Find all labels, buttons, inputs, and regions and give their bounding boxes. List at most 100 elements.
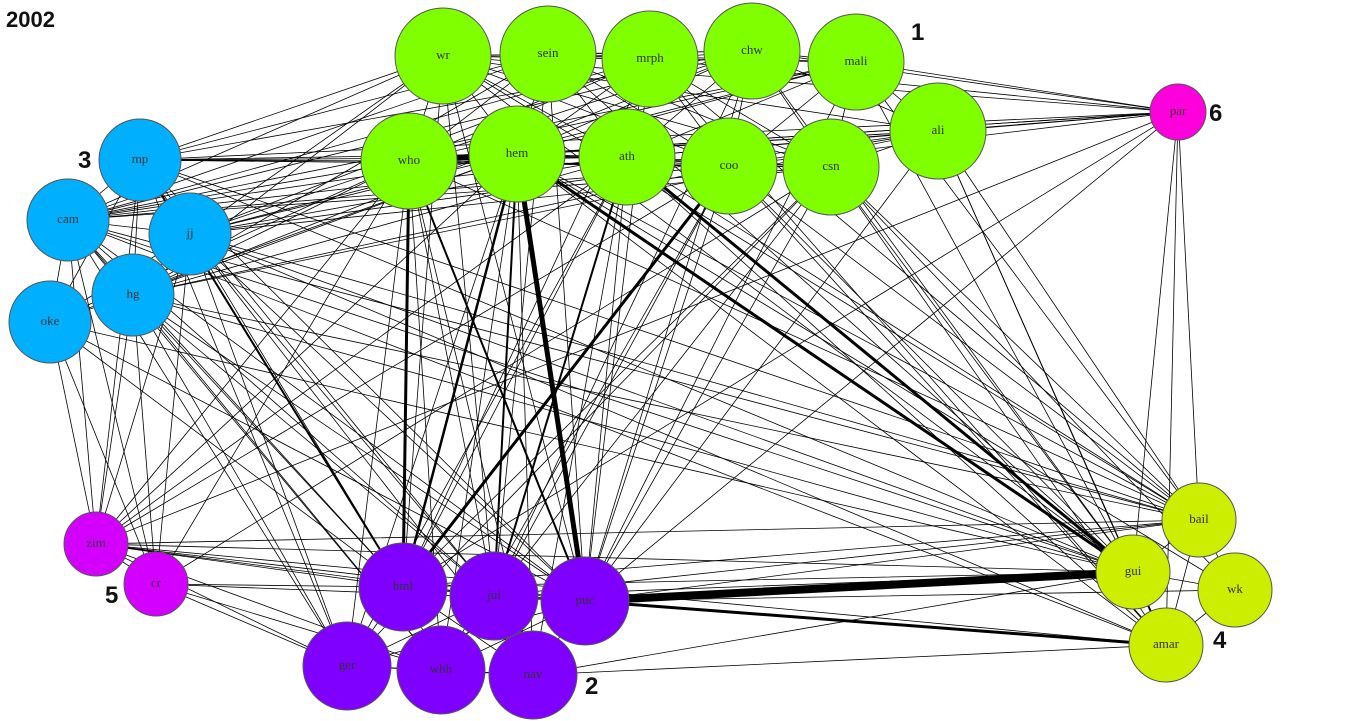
node-ali: ali — [889, 82, 987, 180]
node-chw: chw — [703, 2, 801, 100]
node-circle-whh — [396, 625, 486, 715]
heavy-edge-hem-gui — [515, 152, 1135, 574]
heavy-edges-layer — [139, 151, 1168, 647]
node-mrph: mrph — [601, 10, 699, 108]
node-circle-nav — [488, 630, 578, 720]
cluster-label-2: 2 — [585, 673, 598, 700]
node-jj: jj — [148, 192, 232, 276]
node-label-oke: oke — [41, 313, 60, 328]
edge-hg-bail — [132, 294, 1200, 521]
edge-hem-amar — [516, 153, 1167, 646]
heavy-edge-puc-amar — [583, 599, 1168, 647]
node-circle-puc — [540, 556, 630, 646]
edge-mali-hem — [516, 61, 857, 155]
node-label-jj: jj — [185, 225, 193, 240]
node-label-par: par — [1170, 103, 1187, 118]
edge-cam-zim — [67, 219, 97, 545]
node-label-gui: gui — [1125, 563, 1142, 578]
edge-csn-puc — [584, 166, 832, 602]
diagram-year-title: 2002 — [6, 7, 55, 32]
node-circle-who — [360, 112, 458, 210]
node-circle-bail — [1161, 482, 1237, 558]
edge-who-zim — [95, 160, 410, 545]
edge-zim-gui — [95, 543, 1134, 573]
node-circle-ath — [578, 108, 676, 206]
node-label-cam: cam — [57, 211, 79, 226]
node-label-mp: mp — [132, 151, 149, 166]
node-circle-hem — [468, 105, 566, 203]
node-circle-cam — [26, 178, 110, 262]
node-circle-par — [1149, 83, 1207, 141]
edge-who-bail — [408, 160, 1200, 521]
edge-ali-puc — [584, 130, 939, 602]
cluster-label-6: 6 — [1209, 100, 1222, 127]
cluster-label-4: 4 — [1213, 627, 1227, 654]
node-circle-jj — [148, 192, 232, 276]
node-cr: cr — [123, 551, 189, 617]
edge-cam-gui — [67, 219, 1134, 573]
node-label-amar: amar — [1153, 636, 1180, 651]
edge-par-gui — [1132, 111, 1179, 573]
edge-csn-cr — [155, 166, 832, 585]
node-label-mrph: mrph — [636, 50, 664, 65]
edge-ath-hml — [402, 156, 628, 588]
edge-coo-zim — [95, 165, 730, 545]
node-label-hem: hem — [506, 145, 528, 160]
cluster-labels: 1 2 3 4 5 6 — [78, 19, 1227, 700]
edge-mali-par — [855, 61, 1179, 113]
edge-who-cr — [155, 160, 410, 585]
edge-ath-amar — [626, 156, 1167, 646]
edge-zim-bail — [95, 519, 1200, 545]
node-label-nav: nav — [524, 666, 543, 681]
edge-csn-hml — [402, 166, 832, 588]
edge-par-amar — [1165, 111, 1179, 646]
edge-par-bail — [1177, 111, 1200, 521]
edge-wr-jj — [189, 55, 444, 235]
edge-jj-cr — [155, 233, 191, 585]
edge-mp-gui — [139, 159, 1134, 573]
edge-hg-zim — [95, 294, 134, 545]
node-circle-mrph — [601, 10, 699, 108]
edge-who-cam — [67, 160, 410, 221]
edge-jj-bail — [189, 233, 1200, 521]
node-puc: puc — [540, 556, 630, 646]
node-wr: wr — [394, 7, 492, 105]
edge-zim-hml — [95, 543, 404, 588]
cluster-label-1: 1 — [911, 19, 924, 46]
node-label-hml: hml — [393, 578, 414, 593]
edge-oke-cr — [49, 321, 157, 585]
edge-coo-bail — [728, 165, 1200, 521]
heavy-edge-hem-jui — [493, 153, 518, 597]
node-label-zim: zim — [86, 535, 106, 550]
edge-wr-bail — [442, 55, 1200, 521]
edge-ali-bail — [937, 130, 1200, 521]
node-nav: nav — [488, 630, 578, 720]
node-circle-wk — [1197, 552, 1273, 628]
node-circle-hml — [358, 542, 448, 632]
edge-who-ger — [346, 160, 410, 667]
node-mali: mali — [807, 13, 905, 111]
edge-hg-ger — [132, 294, 348, 667]
edge-jj-ger — [189, 233, 348, 667]
node-circle-cr — [123, 551, 189, 617]
node-par: par — [1149, 83, 1207, 141]
node-who: who — [360, 112, 458, 210]
edge-ath-zim — [95, 156, 628, 545]
cluster-label-3: 3 — [78, 147, 91, 174]
edge-coo-jui — [493, 165, 730, 597]
node-amar: amar — [1128, 607, 1204, 683]
node-circle-sein — [499, 5, 597, 103]
node-circle-jui — [449, 551, 539, 641]
node-csn: csn — [782, 118, 880, 216]
edge-jj-puc — [189, 233, 586, 602]
node-circle-hg — [91, 253, 175, 337]
node-label-who: who — [398, 152, 420, 167]
node-label-sein: sein — [538, 45, 559, 60]
node-circle-ali — [889, 82, 987, 180]
edge-ath-bail — [626, 156, 1200, 521]
node-ger: ger — [302, 621, 392, 711]
node-label-cr: cr — [151, 575, 162, 590]
node-circle-mali — [807, 13, 905, 111]
node-circle-oke — [8, 280, 92, 364]
node-oke: oke — [8, 280, 92, 364]
